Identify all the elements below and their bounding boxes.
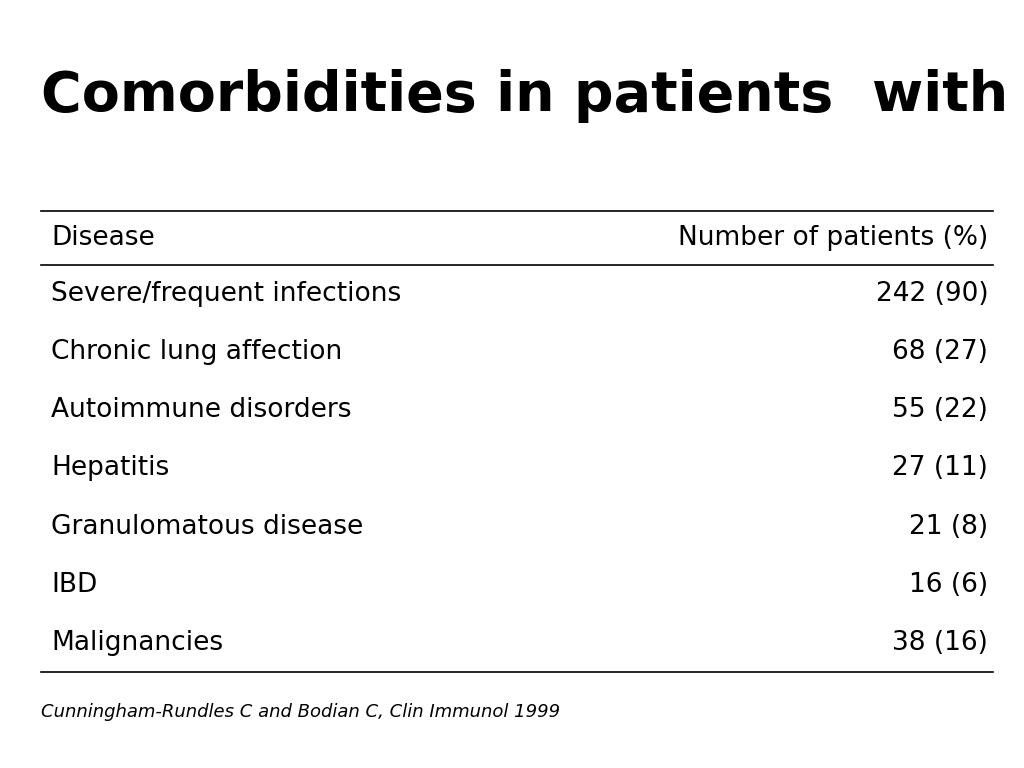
Text: Hepatitis: Hepatitis: [51, 455, 169, 482]
Text: 27 (11): 27 (11): [892, 455, 988, 482]
Text: Disease: Disease: [51, 225, 155, 251]
Text: IBD: IBD: [51, 572, 97, 598]
Text: 21 (8): 21 (8): [909, 514, 988, 540]
Text: Malignancies: Malignancies: [51, 630, 223, 656]
Text: Number of patients (%): Number of patients (%): [678, 225, 988, 251]
Text: Cunningham-Rundles C and Bodian C, Clin Immunol 1999: Cunningham-Rundles C and Bodian C, Clin …: [41, 703, 560, 720]
Text: Chronic lung affection: Chronic lung affection: [51, 339, 342, 365]
Text: 38 (16): 38 (16): [892, 630, 988, 656]
Text: 55 (22): 55 (22): [892, 397, 988, 423]
Text: 16 (6): 16 (6): [909, 572, 988, 598]
Text: Granulomatous disease: Granulomatous disease: [51, 514, 364, 540]
Text: Severe/frequent infections: Severe/frequent infections: [51, 281, 401, 307]
Text: Autoimmune disorders: Autoimmune disorders: [51, 397, 351, 423]
Text: 242 (90): 242 (90): [876, 281, 988, 307]
Text: Comorbidities in patients  with CVID: Comorbidities in patients with CVID: [41, 69, 1024, 123]
Text: 68 (27): 68 (27): [892, 339, 988, 365]
